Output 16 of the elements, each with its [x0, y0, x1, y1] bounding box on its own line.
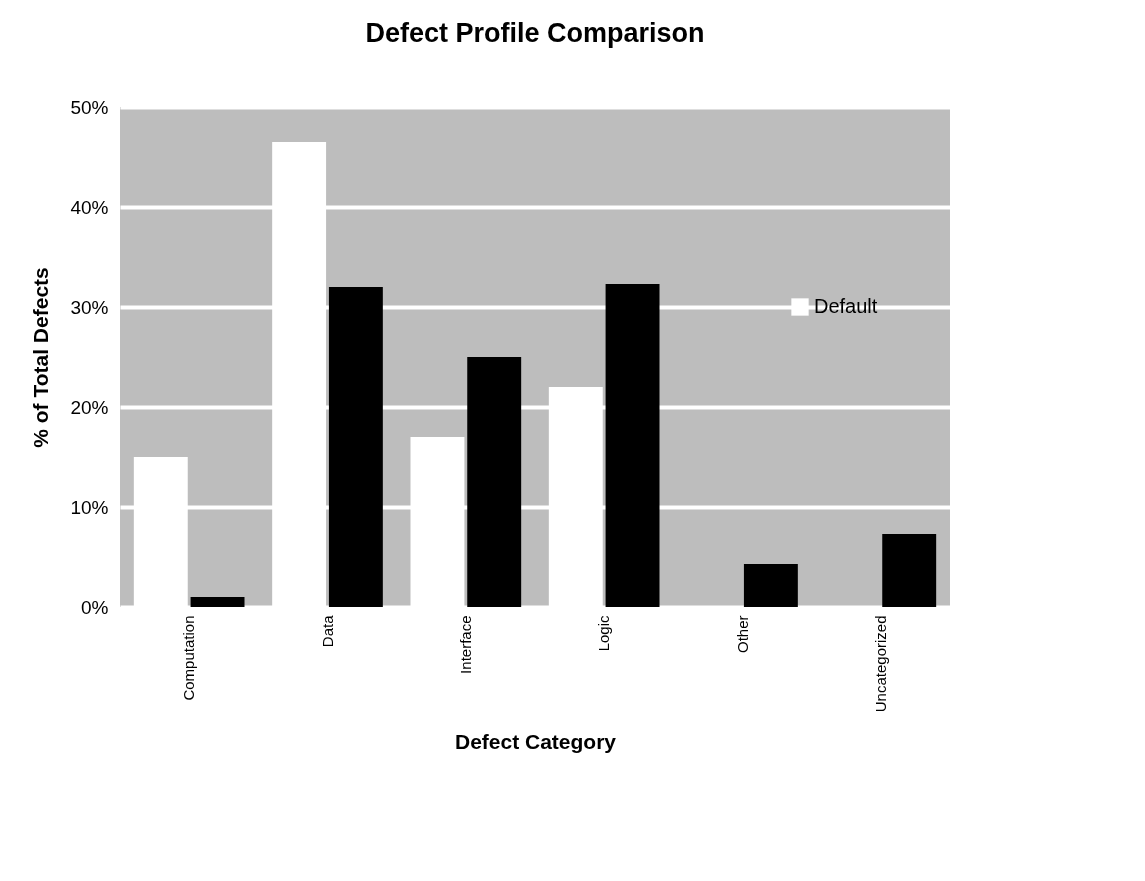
legend-label: Default	[814, 295, 878, 317]
x-tick-label: Other	[733, 615, 751, 654]
x-axis-title: Defect Category	[454, 730, 617, 754]
x-tick-label: Computation	[180, 615, 198, 701]
y-tick-label: 30%	[70, 296, 109, 318]
x-tick-label: Logic	[595, 615, 613, 652]
y-tick-label: 0%	[81, 596, 109, 618]
y-tick-label: 40%	[70, 196, 109, 218]
x-tick-label: Interface	[456, 615, 474, 674]
chart-title: Defect Profile Comparison	[365, 18, 705, 48]
y-tick-label: 10%	[70, 496, 109, 518]
x-tick-label: Data	[318, 614, 336, 648]
y-tick-label: 50%	[70, 96, 109, 118]
y-axis-title: % of Total Defects	[29, 267, 53, 448]
x-tick-label: Uncategorized	[871, 615, 889, 713]
y-tick-label: 20%	[70, 396, 109, 418]
